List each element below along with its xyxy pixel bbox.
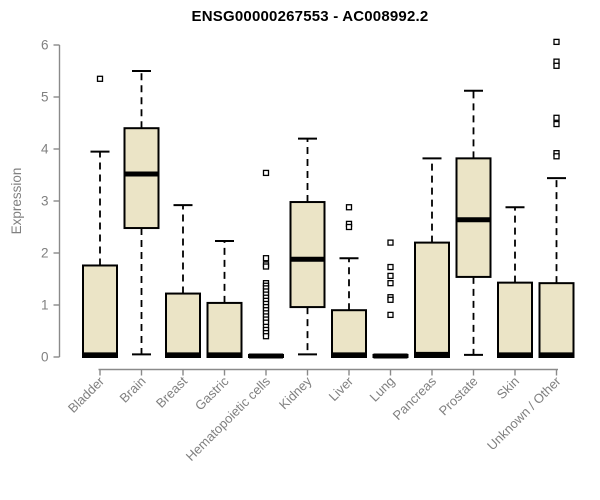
box xyxy=(538,282,575,358)
outlier-point xyxy=(387,239,394,246)
box xyxy=(414,241,450,359)
x-tick-label-kidney: Kidney xyxy=(276,373,315,412)
y-tick-label: 3 xyxy=(41,194,49,209)
box xyxy=(165,292,201,358)
chart-title: ENSG00000267553 - AC008992.2 xyxy=(191,8,429,25)
x-tick-label-pancreas: Pancreas xyxy=(390,373,440,423)
outlier-point xyxy=(387,263,394,271)
outlier-point xyxy=(262,169,270,177)
boxplot-breast xyxy=(165,204,201,358)
box xyxy=(331,309,367,359)
boxplot-pancreas xyxy=(414,157,450,359)
x-tick-label-liver: Liver xyxy=(326,373,357,404)
y-tick-label: 5 xyxy=(41,90,49,105)
y-tick-label: 0 xyxy=(41,350,49,365)
outlier-point xyxy=(553,38,560,46)
box xyxy=(206,301,243,359)
boxplot-kidney xyxy=(289,137,326,356)
box xyxy=(123,127,160,230)
boxplot-unknown-other xyxy=(538,38,575,358)
x-tick-label-breast: Breast xyxy=(153,373,190,410)
boxplot-hematopoietic-cells xyxy=(248,169,284,359)
outlier-point xyxy=(345,204,353,211)
x-tick-label-unknown-other: Unknown / Other xyxy=(484,373,564,453)
outlier-point xyxy=(553,62,560,69)
y-tick-label: 1 xyxy=(41,298,49,313)
outlier-point xyxy=(387,311,394,319)
outlier-point xyxy=(345,223,353,231)
outlier-point xyxy=(262,255,270,262)
boxplot-skin xyxy=(497,206,533,359)
x-tick-label-lung: Lung xyxy=(367,374,398,405)
boxplot-gastric xyxy=(206,240,243,359)
outlier-point xyxy=(553,120,560,128)
outlier-point xyxy=(553,153,560,160)
boxplot-liver xyxy=(331,204,367,359)
outlier-point xyxy=(262,263,270,270)
outlier-point xyxy=(262,333,270,340)
x-tick-label-prostate: Prostate xyxy=(436,374,481,419)
outlier-point xyxy=(553,114,560,121)
x-tick-label-skin: Skin xyxy=(494,374,522,402)
box xyxy=(289,201,326,309)
x-tick-label-gastric: Gastric xyxy=(192,373,232,413)
outlier-point xyxy=(387,280,394,287)
box xyxy=(82,264,118,359)
y-tick-label: 4 xyxy=(41,142,49,157)
outlier-point xyxy=(387,296,394,303)
boxplot-brain xyxy=(123,70,160,356)
box xyxy=(497,281,533,359)
boxplot-prostate xyxy=(455,89,492,356)
outlier-point xyxy=(96,75,104,82)
boxplot-lung xyxy=(372,239,409,359)
x-tick-label-bladder: Bladder xyxy=(65,373,108,416)
y-tick-label: 6 xyxy=(41,38,49,53)
outlier-point xyxy=(387,272,394,280)
boxplot-bladder xyxy=(82,75,118,359)
y-tick-label: 2 xyxy=(41,246,49,261)
x-tick-label-brain: Brain xyxy=(117,374,149,406)
